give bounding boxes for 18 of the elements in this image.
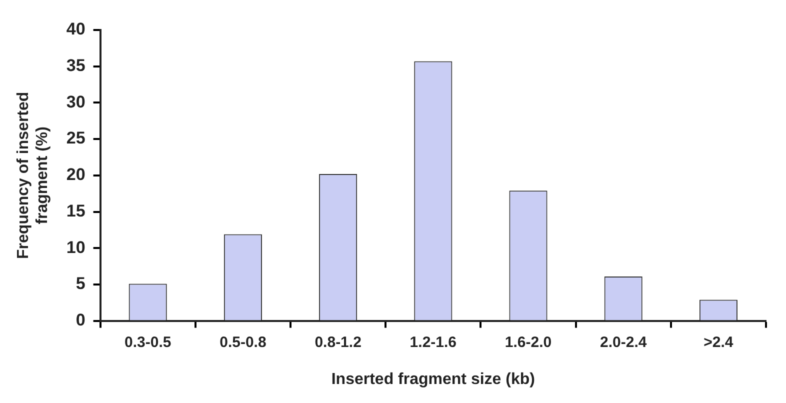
y-tick-label: 25 <box>66 128 86 148</box>
x-tick-label: 0.5-0.8 <box>220 334 266 351</box>
y-tick-label: 0 <box>76 310 86 330</box>
x-tick-label: >2.4 <box>704 334 734 351</box>
x-tick-label: 0.3-0.5 <box>124 334 172 351</box>
x-axis-title: Inserted fragment size (kb) <box>331 370 535 388</box>
x-tick-label: 1.6-2.0 <box>504 334 552 351</box>
y-tick-label: 5 <box>76 274 86 294</box>
x-tick-label: 1.2-1.6 <box>410 334 457 351</box>
x-tick-label: 2.0-2.4 <box>600 334 648 351</box>
y-tick-label: 20 <box>66 165 86 184</box>
y-tick-label: 10 <box>66 238 86 257</box>
y-tick-label: 35 <box>66 56 86 76</box>
y-tick-label: 15 <box>66 201 86 220</box>
y-tick-label: 40 <box>66 20 86 39</box>
x-tick-label: 0.8-1.2 <box>314 334 362 351</box>
y-axis-title: Frequency of inserted fragment (%) <box>15 92 52 259</box>
y-tick-label: 30 <box>66 92 86 112</box>
